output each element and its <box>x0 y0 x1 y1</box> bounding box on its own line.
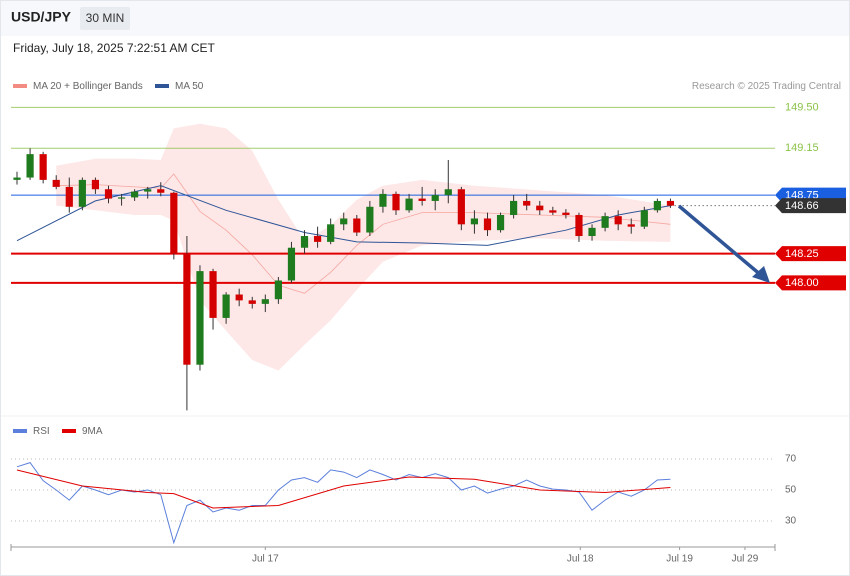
candle-body <box>26 154 34 178</box>
legend-label: 9MA <box>82 426 103 437</box>
candle-body <box>65 186 73 207</box>
candle-body <box>144 189 152 192</box>
candle-body <box>588 227 596 237</box>
candle-body <box>536 205 544 211</box>
candle-body <box>52 179 60 187</box>
level-badge <box>775 246 846 262</box>
candle-body <box>209 271 217 318</box>
candle-body <box>457 189 465 225</box>
rsi-line <box>16 469 671 509</box>
level-label: 148.25 <box>785 248 819 260</box>
candle-body <box>39 154 47 180</box>
forecast-arrow <box>677 204 770 283</box>
candle-body <box>444 189 452 196</box>
legend-label: MA 20 + Bollinger Bands <box>33 81 143 92</box>
rsi-tick-label: 70 <box>785 454 797 465</box>
level-label: 148.00 <box>785 277 819 289</box>
candle-body <box>222 294 230 318</box>
candle-body <box>366 206 374 233</box>
timeframe-button[interactable] <box>80 7 130 30</box>
candle-body <box>157 189 165 193</box>
arrow-shaft <box>677 204 764 278</box>
level-badge <box>775 275 846 291</box>
candle-body <box>627 224 635 227</box>
candle-body <box>653 200 661 211</box>
level-label: 149.15 <box>785 142 819 154</box>
candle-body <box>287 247 296 281</box>
legend-swatch <box>13 84 27 88</box>
candle-body <box>510 200 518 215</box>
level-label: 149.50 <box>785 101 819 113</box>
candle-body <box>392 193 400 211</box>
credit: Research © 2025 Trading Central <box>692 81 841 92</box>
x-tick-label: Jul 18 <box>567 554 594 565</box>
candle-body <box>496 214 505 231</box>
candle-body <box>470 218 479 225</box>
x-tick-label: Jul 17 <box>252 554 279 565</box>
candle-body <box>183 253 191 365</box>
candle-body <box>431 195 439 201</box>
candle-body <box>274 280 282 300</box>
legend-label: RSI <box>33 426 50 437</box>
legend-swatch <box>13 429 27 433</box>
ma50-line <box>16 185 671 246</box>
candle-body <box>353 218 361 233</box>
arrow-head <box>752 266 770 283</box>
rsi-tick-label: 30 <box>785 516 797 527</box>
candle-body <box>405 198 413 211</box>
candle-body <box>379 193 387 207</box>
legend-label: MA 50 <box>175 81 204 92</box>
candle-body <box>117 197 126 199</box>
candle-body <box>601 216 609 228</box>
candle-body <box>300 236 309 248</box>
candle-body <box>418 198 426 201</box>
candle-body <box>170 192 178 254</box>
candle-body <box>614 216 622 225</box>
candle-body <box>104 189 113 199</box>
candle-body <box>327 224 335 242</box>
x-tick-label: Jul 29 <box>732 554 759 565</box>
candle-body <box>235 294 243 301</box>
header-bar <box>1 1 849 36</box>
timeframe[interactable]: 30 MIN <box>86 11 125 25</box>
candle-body <box>666 200 675 206</box>
rsi-tick-label: 50 <box>785 485 797 496</box>
candle-body <box>196 271 204 365</box>
symbol: USD/JPY <box>11 9 72 25</box>
candle-body <box>549 210 557 213</box>
candle-body <box>13 177 21 180</box>
candle-body <box>248 300 256 304</box>
candle-body <box>91 179 100 190</box>
candle-body <box>313 236 322 242</box>
candle-body <box>261 299 269 304</box>
candle-body <box>131 191 139 198</box>
level-label: 148.66 <box>785 200 819 212</box>
candle-body <box>78 179 86 207</box>
timestamp: Friday, July 18, 2025 7:22:51 AM CET <box>13 41 216 55</box>
legend-swatch <box>155 84 169 88</box>
candle-body <box>483 218 492 231</box>
candle-body <box>575 214 583 237</box>
level-badge <box>775 198 846 214</box>
candle-body <box>523 200 531 206</box>
plot-area: 149.50149.15148.75148.66148.25148.003050… <box>11 101 846 565</box>
candle-body <box>562 212 570 215</box>
candle-body <box>640 210 648 227</box>
ma20-line <box>56 173 671 294</box>
legend-swatch <box>62 429 76 433</box>
x-tick-label: Jul 19 <box>666 554 693 565</box>
candle-body <box>340 218 348 225</box>
